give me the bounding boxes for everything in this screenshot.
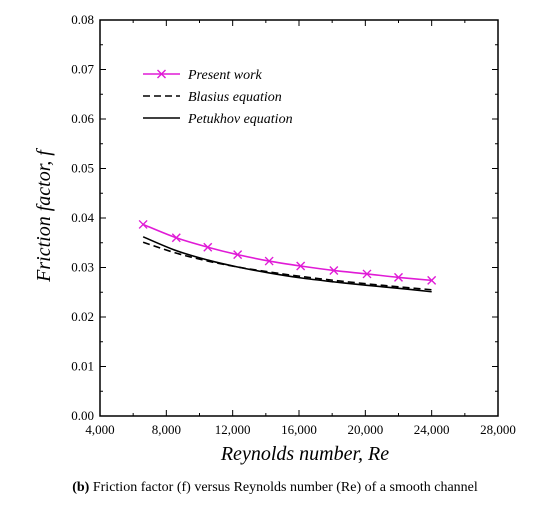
y-axis-title: Friction factor, f <box>33 148 55 283</box>
x-tick-label: 16,000 <box>281 422 317 437</box>
x-tick-label: 4,000 <box>85 422 114 437</box>
legend-label: Petukhov equation <box>187 112 293 127</box>
series-1-point <box>264 256 274 266</box>
y-tick-label: 0.03 <box>71 260 94 275</box>
friction-factor-chart: 4,000 8,000 12,000 16,000 20,000 24,000 28,000… <box>33 12 516 465</box>
x-tick-label: 24,000 <box>414 422 450 437</box>
point-marker-stroke <box>233 250 243 260</box>
legend-label: Present work <box>187 68 263 83</box>
caption-text: Friction factor (f) versus Reynolds numb… <box>89 480 478 495</box>
legend-entry-2: Blasius equation <box>143 90 282 105</box>
series-1-point <box>296 261 306 271</box>
legend-entry-1: Present work <box>143 68 263 83</box>
legend-marker-stroke <box>157 69 166 79</box>
figure-caption: (b) Friction factor (f) versus Reynolds … <box>0 480 550 496</box>
point-marker-stroke <box>394 272 403 282</box>
y-tick-label: 0.04 <box>71 210 94 225</box>
y-tick-label: 0.08 <box>71 12 94 27</box>
x-tick-label: 8,000 <box>152 422 181 437</box>
y-tick-label: 0.07 <box>71 62 94 77</box>
y-tick-label: 0.05 <box>71 161 94 176</box>
point-marker-stroke <box>329 265 339 275</box>
x-tick-label: 12,000 <box>215 422 251 437</box>
point-marker-stroke <box>203 242 213 252</box>
y-tick-label: 0.02 <box>71 309 94 324</box>
series-line-2 <box>142 241 432 291</box>
series-line-1 <box>142 223 432 282</box>
plot-area <box>99 19 499 417</box>
caption-label: (b) <box>72 480 90 495</box>
legend-entry-3: Petukhov equation <box>143 112 293 127</box>
point-marker-stroke <box>296 261 306 271</box>
plot-frame <box>99 19 499 417</box>
series-1-point <box>329 265 339 275</box>
series-1-point <box>171 233 181 243</box>
y-tick-label: 0.06 <box>71 111 94 126</box>
x-tick-label: 28,000 <box>480 422 516 437</box>
series-1-point <box>362 269 372 279</box>
legend-label: Blasius equation <box>188 90 282 105</box>
x-tick-label: 20,000 <box>347 422 383 437</box>
point-marker-stroke <box>171 233 181 243</box>
point-marker-stroke <box>264 256 274 266</box>
series-1-point <box>138 219 148 229</box>
y-tick-label: 0.01 <box>71 359 94 374</box>
series-layer <box>138 219 437 293</box>
point-marker-stroke <box>362 269 372 279</box>
series-1-point <box>394 272 403 282</box>
series-1-point <box>233 250 243 260</box>
series-line-3 <box>142 236 432 293</box>
legend: Present work Blasius equation Petukhov equ… <box>143 68 293 127</box>
x-axis-ticks: 4,000 8,000 12,000 16,000 20,000 24,000 28,000 <box>85 20 516 437</box>
y-axis-ticks: 0.00 0.01 0.02 0.03 0.04 0.05 0.06 0.07 0.08 <box>71 12 498 423</box>
point-marker-stroke <box>427 275 437 285</box>
series-1-point <box>203 242 213 252</box>
x-axis-title: Reynolds number, Re <box>220 443 389 465</box>
point-marker-stroke <box>138 219 148 229</box>
y-tick-label: 0.00 <box>71 408 94 423</box>
series-1-point <box>427 275 437 285</box>
